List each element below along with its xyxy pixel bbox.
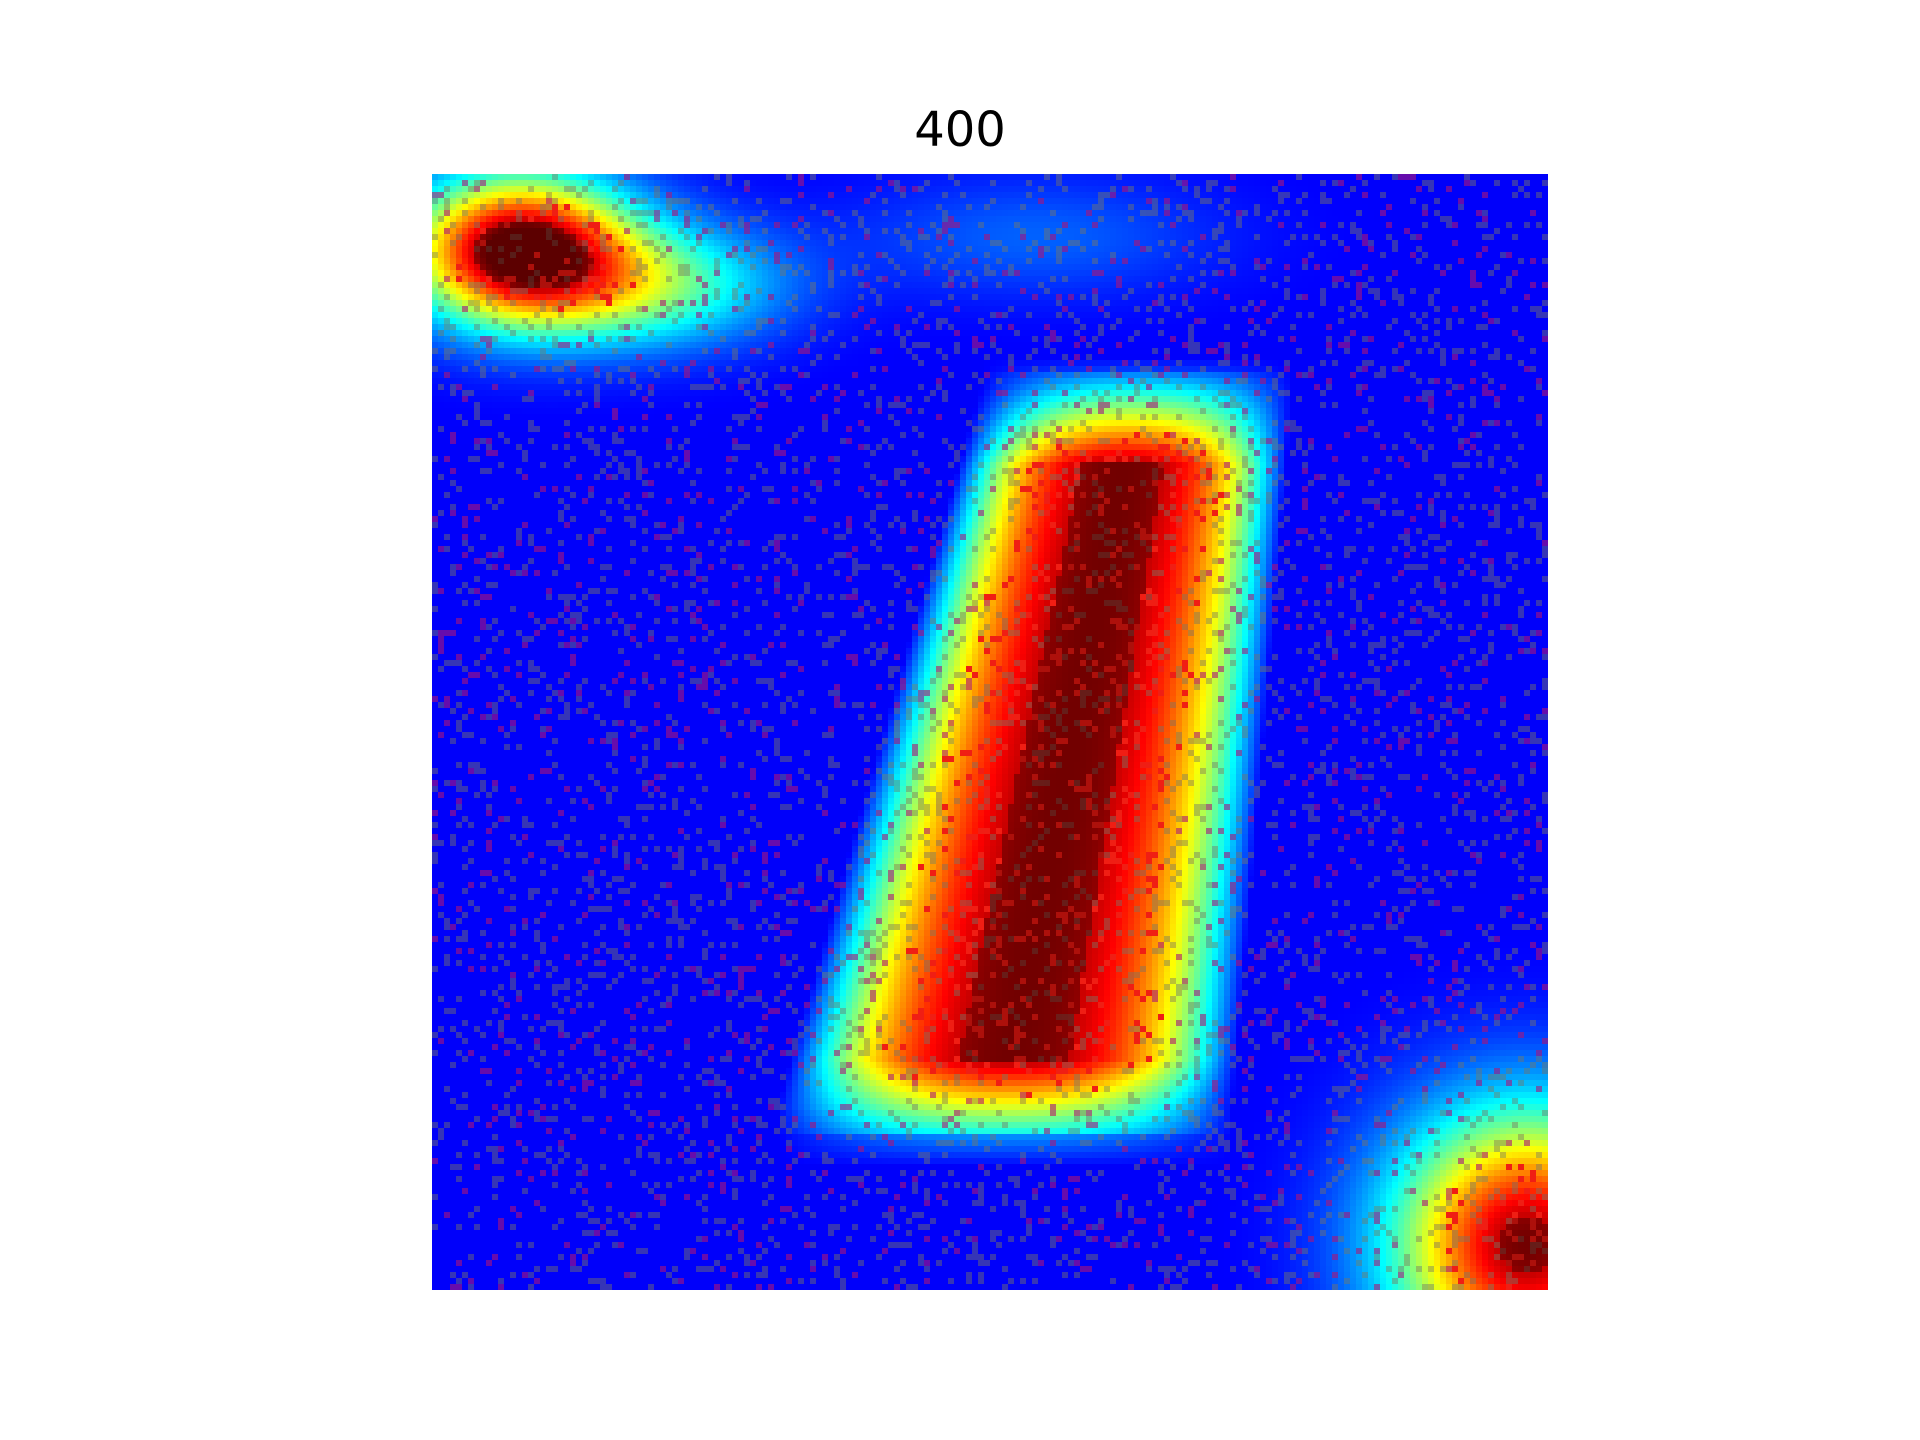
heatmap-image bbox=[432, 174, 1548, 1290]
heatmap-canvas bbox=[432, 174, 1548, 1290]
figure-title: 400 bbox=[914, 102, 1006, 158]
